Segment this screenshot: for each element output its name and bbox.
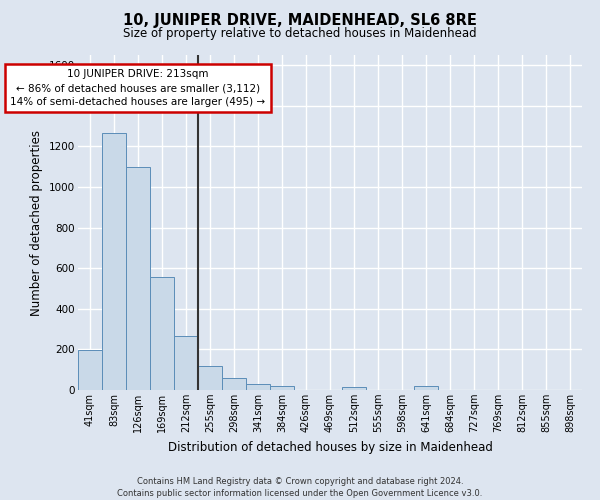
Text: Size of property relative to detached houses in Maidenhead: Size of property relative to detached ho… (123, 28, 477, 40)
Bar (342, 387, 366, 390)
Bar (246, 384, 270, 390)
Bar (126, 167, 150, 390)
Text: 10, JUNIPER DRIVE, MAIDENHEAD, SL6 8RE: 10, JUNIPER DRIVE, MAIDENHEAD, SL6 8RE (123, 12, 477, 28)
Bar (174, 336, 198, 390)
Bar (198, 366, 222, 390)
Bar (414, 386, 438, 390)
Bar (150, 277, 174, 390)
Y-axis label: Number of detached properties: Number of detached properties (31, 130, 43, 316)
Bar (270, 386, 294, 390)
Text: Contains HM Land Registry data © Crown copyright and database right 2024.
Contai: Contains HM Land Registry data © Crown c… (118, 476, 482, 498)
Text: 10 JUNIPER DRIVE: 213sqm
← 86% of detached houses are smaller (3,112)
14% of sem: 10 JUNIPER DRIVE: 213sqm ← 86% of detach… (10, 69, 266, 107)
Bar (102, 133, 126, 390)
X-axis label: Distribution of detached houses by size in Maidenhead: Distribution of detached houses by size … (167, 440, 493, 454)
Bar (222, 378, 246, 390)
Bar (78, 350, 102, 390)
